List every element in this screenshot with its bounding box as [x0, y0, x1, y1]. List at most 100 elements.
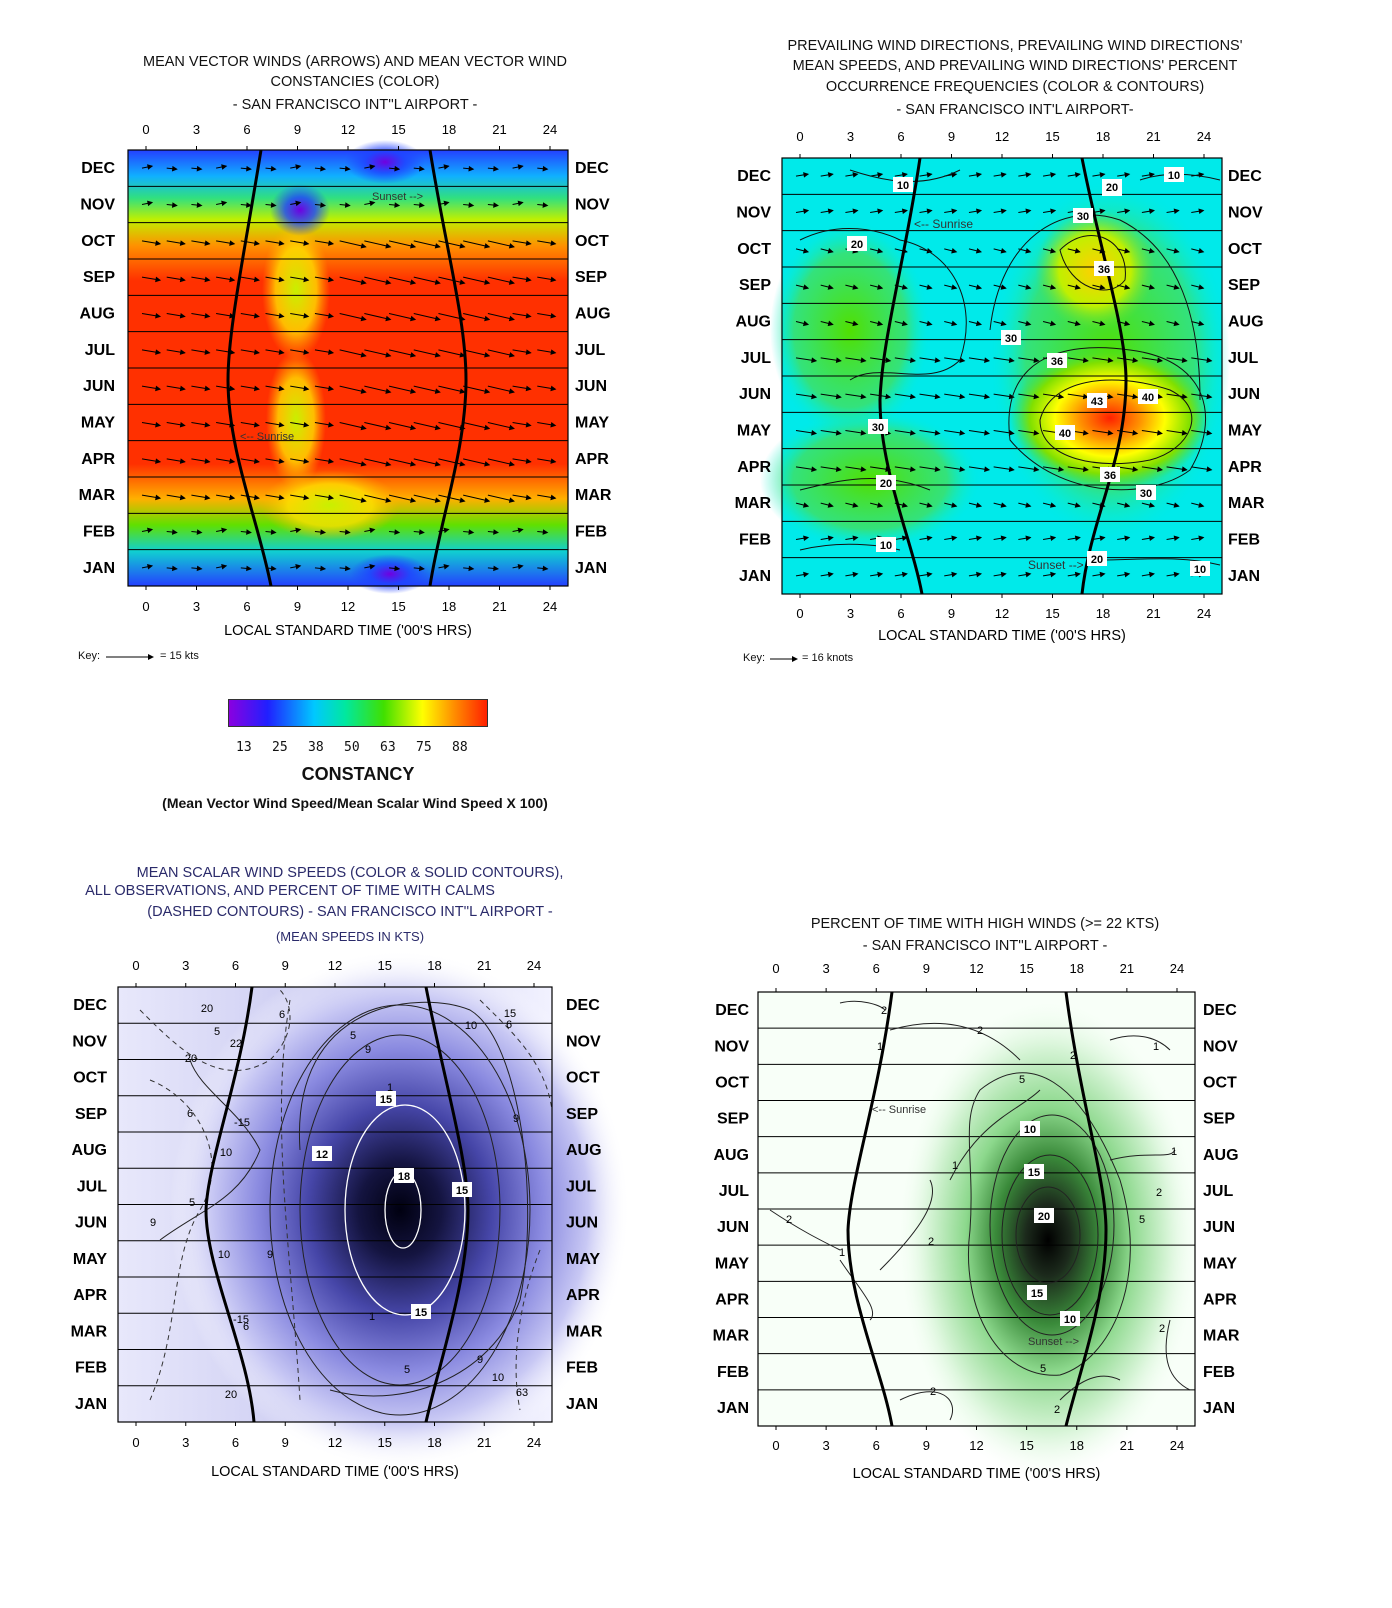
wind-arrowhead: [1198, 320, 1205, 327]
wind-arrowhead: [171, 565, 178, 572]
wind-arrowhead: [508, 315, 515, 322]
wind-arrowhead: [1099, 571, 1106, 578]
contour-label: 2: [1159, 1323, 1165, 1335]
month-label-left: SEP: [739, 277, 771, 294]
wind-arrowhead: [550, 458, 557, 464]
contour-label: 15: [504, 1008, 516, 1020]
hour-tick-top: 6: [873, 961, 880, 976]
contour-label: 1: [369, 1311, 375, 1323]
contour-label: 10: [1168, 170, 1180, 182]
wind-arrowhead: [934, 393, 941, 400]
wind-arrowhead: [253, 312, 260, 319]
wind-arrowhead: [459, 243, 466, 249]
contour-label: 9: [150, 1217, 156, 1229]
hour-tick-top: 9: [923, 961, 930, 976]
wind-arrowhead: [385, 424, 392, 431]
hour-tick-bottom: 9: [948, 606, 955, 621]
wind-arrowhead: [1173, 535, 1180, 542]
wind-arrowhead: [171, 529, 178, 535]
wind-arrowhead: [394, 565, 401, 572]
panel3-title-line3: (DASHED CONTOURS) - SAN FRANCISCO INT''L…: [147, 904, 553, 920]
wind-arrowhead: [508, 497, 515, 503]
sunrise-curve: [878, 157, 924, 595]
wind-arrowhead: [270, 529, 277, 535]
contour-label-box: [868, 419, 888, 434]
contour-label-box: [1100, 467, 1120, 482]
month-label-left: FEB: [717, 1364, 749, 1381]
wind-arrowhead: [1181, 430, 1188, 436]
hour-tick-top: 0: [796, 129, 803, 144]
colorbar-constancy: [228, 699, 488, 727]
wind-arrowhead: [360, 352, 367, 358]
wind-arrowhead: [443, 527, 450, 534]
hour-tick-bottom: 18: [427, 1435, 441, 1450]
wind-arrowhead: [179, 240, 186, 246]
panel-high-winds: PERCENT OF TIME WITH HIGH WINDS (>= 22 K…: [700, 840, 1392, 1608]
wind-arrowhead: [508, 243, 515, 249]
wind-arrowhead: [550, 421, 557, 428]
hour-tick-top: 15: [1045, 129, 1059, 144]
contour-label: 5: [1139, 1214, 1145, 1226]
month-label-left: JUN: [739, 386, 771, 403]
wind-arrowhead: [1132, 393, 1139, 400]
wind-arrowhead: [1173, 284, 1180, 290]
contour-label-box: [847, 236, 867, 251]
wind-arrowhead: [468, 565, 475, 572]
wind-arrowhead: [459, 352, 466, 358]
contour-label-box: [394, 1168, 414, 1183]
wind-arrowhead: [179, 349, 186, 355]
wind-arrowhead: [179, 421, 186, 428]
month-label-left: SEP: [75, 1106, 107, 1123]
wind-arrowhead: [1050, 320, 1057, 327]
wind-arrowhead: [877, 172, 884, 178]
wind-arrowhead: [975, 320, 983, 327]
month-label-right: JUL: [566, 1178, 596, 1195]
contour-label: 6: [243, 1321, 249, 1333]
wind-arrowhead: [278, 494, 285, 501]
wind-arrowhead: [542, 565, 549, 572]
wind-arrowhead: [155, 312, 162, 319]
contour-label: 9: [267, 1249, 273, 1261]
wind-arrowhead: [901, 208, 908, 215]
wind-arrowhead: [1000, 320, 1007, 327]
contour-label: 1: [1153, 1041, 1159, 1053]
wind-arrowhead: [852, 172, 859, 178]
month-label-right: FEB: [1203, 1364, 1235, 1381]
wind-arrowhead: [1124, 248, 1131, 254]
cb-tick: 50: [344, 740, 360, 755]
hour-tick-bottom: 21: [477, 1435, 491, 1450]
wind-arrowhead: [328, 421, 335, 428]
wind-arrowhead: [1173, 571, 1180, 578]
wind-arrowhead: [1008, 466, 1015, 472]
wind-arrowhead: [253, 385, 260, 392]
contour-label: 15: [415, 1307, 427, 1319]
month-label-right: FEB: [1228, 532, 1260, 549]
wind-arrowhead: [885, 393, 892, 400]
wind-arrowhead: [434, 388, 441, 394]
month-label-right: SEP: [1203, 1111, 1235, 1128]
wind-arrowhead: [344, 165, 351, 172]
wind-arrowhead: [410, 497, 417, 503]
hour-tick-bottom: 6: [873, 1438, 880, 1453]
wind-arrowhead: [1025, 320, 1032, 327]
contour-label: 20: [880, 478, 892, 490]
month-label-left: JUN: [75, 1215, 107, 1232]
cb-tick: 63: [380, 740, 396, 755]
wind-arrowhead: [1050, 502, 1057, 508]
hour-tick-top: 18: [427, 958, 441, 973]
wind-arrowhead: [221, 563, 228, 570]
wind-arrowhead: [1050, 284, 1057, 290]
wind-arrowhead: [204, 240, 211, 246]
wind-arrowhead: [525, 494, 532, 501]
wind-arrowhead: [827, 248, 834, 254]
wind-arrowhead: [860, 357, 867, 363]
wind-arrowhead: [508, 461, 515, 467]
wind-arrowhead: [369, 563, 376, 570]
hour-tick-top: 9: [294, 122, 301, 137]
hour-tick-top: 21: [492, 122, 506, 137]
wind-arrowhead: [550, 349, 557, 355]
month-label-right: OCT: [1228, 241, 1262, 258]
wind-arrowhead: [975, 248, 983, 254]
month-label-right: JUL: [1228, 350, 1258, 367]
month-label-left: MAR: [713, 1328, 750, 1345]
